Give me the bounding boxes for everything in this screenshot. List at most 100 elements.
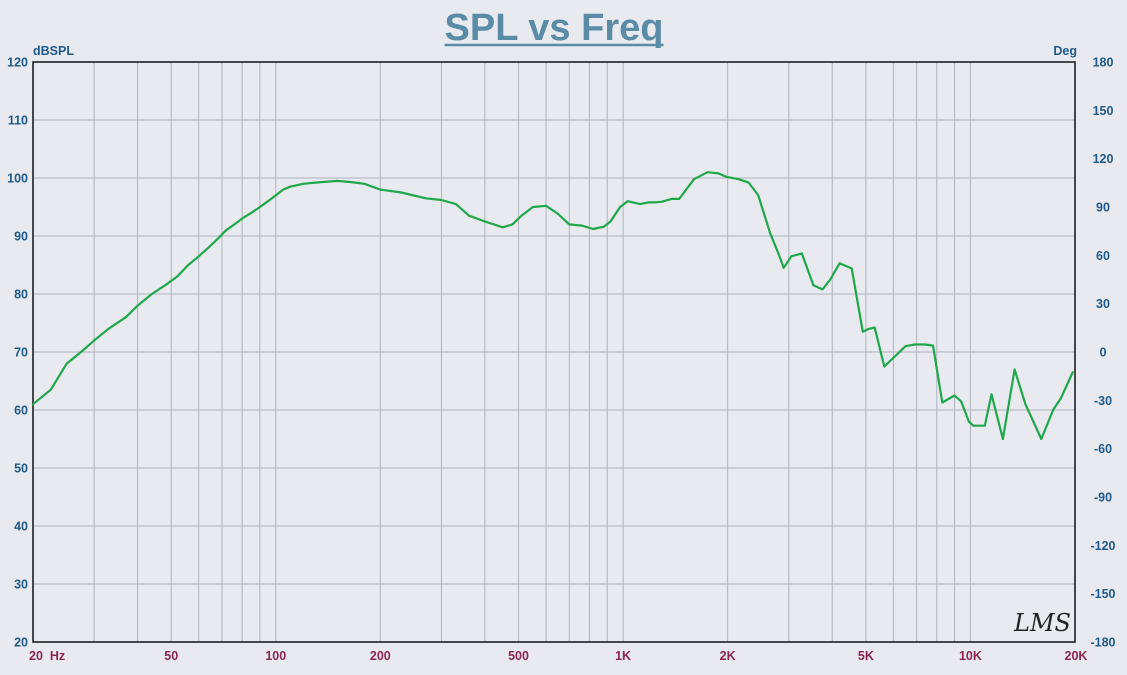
x-tick-label: 1K [615, 649, 631, 663]
data-point [136, 304, 139, 307]
y2-tick-label: 60 [1096, 249, 1110, 263]
data-point [501, 226, 504, 229]
data-point [639, 203, 642, 206]
x-tick-label: 2K [720, 649, 736, 663]
data-point [868, 327, 870, 330]
data-point [892, 356, 895, 359]
y-tick-label: 90 [14, 230, 28, 244]
x-tick-label: 50 [164, 649, 178, 663]
data-point [647, 201, 649, 204]
data-point [769, 232, 771, 235]
data-point [520, 214, 523, 217]
data-point [800, 252, 803, 255]
data-point [737, 178, 740, 181]
data-point [670, 198, 673, 200]
series-group [31, 171, 1074, 441]
y-tick-label: 40 [14, 520, 28, 534]
data-point [932, 344, 934, 347]
plot-frame [32, 61, 1076, 643]
data-point [960, 400, 962, 403]
data-point [619, 206, 621, 208]
data-point [678, 198, 681, 200]
data-point [777, 252, 780, 255]
data-point [557, 213, 559, 215]
data-point [350, 181, 353, 184]
data-point [747, 181, 750, 184]
y2-tick-label: 0 [1100, 346, 1107, 360]
data-point [838, 262, 841, 265]
data-point [379, 188, 382, 191]
data-point [1013, 368, 1016, 371]
data-point [953, 394, 956, 397]
data-point [424, 197, 427, 200]
x-tick-label: 100 [265, 649, 286, 663]
data-point [484, 220, 486, 223]
lms-watermark: LMS [1013, 609, 1071, 637]
data-point [757, 194, 760, 197]
data-point [225, 229, 228, 232]
y-axis-ticks: 20 30 40 50 60 70 80 90 100 110 120 [7, 56, 28, 650]
data-point [850, 267, 853, 270]
data-point [568, 223, 571, 226]
y2-tick-label: 150 [1093, 104, 1114, 118]
data-point [873, 326, 876, 329]
data-point [274, 194, 277, 197]
y2-tick-label: -150 [1090, 587, 1115, 601]
data-point [302, 182, 305, 185]
data-point [968, 420, 970, 423]
y2-tick-label: 90 [1096, 201, 1110, 215]
y2-tick-label: -30 [1094, 394, 1112, 408]
y2-tick-label: 120 [1093, 152, 1114, 166]
x-tick-label: 20 Hz [29, 649, 65, 663]
data-point [782, 267, 785, 269]
data-point [511, 223, 514, 226]
data-point [282, 188, 284, 191]
y2-tick-label: -120 [1090, 539, 1115, 553]
data-point [706, 171, 709, 174]
data-point [187, 264, 190, 266]
data-point [124, 316, 127, 319]
data-point [812, 284, 815, 287]
y-tick-label: 20 [14, 636, 28, 650]
y-tick-label: 70 [14, 346, 28, 360]
data-point [197, 255, 200, 258]
data-point [363, 182, 366, 185]
data-point [1059, 397, 1062, 400]
y-tick-label: 30 [14, 578, 28, 592]
data-point [821, 288, 824, 291]
data-point [983, 424, 986, 427]
y2-tick-label: 30 [1096, 297, 1110, 311]
data-point [164, 284, 167, 287]
data-point [1024, 403, 1027, 406]
data-point [592, 228, 595, 230]
data-point [80, 351, 82, 353]
data-point [924, 343, 926, 346]
y2-tick-label: 180 [1093, 56, 1114, 70]
data-point [455, 203, 457, 206]
data-point [93, 339, 96, 342]
data-point [1040, 438, 1043, 440]
data-point [626, 200, 629, 203]
data-point [176, 275, 179, 278]
y2-tick-label: -60 [1094, 442, 1112, 456]
y2-axis-ticks: -180 -150 -120 -90 -60 -30 0 30 60 90 120 150 180 [1090, 56, 1115, 650]
data-point [151, 293, 153, 295]
data-point [904, 345, 907, 348]
y-tick-label: 100 [7, 172, 28, 186]
data-point [1052, 409, 1054, 411]
data-point [580, 224, 583, 227]
x-tick-label: 10K [959, 649, 982, 663]
x-axis-ticks: 20 Hz 50 100 200 500 1K 2K 5K 10K 20K [29, 649, 1087, 663]
data-point [653, 201, 656, 204]
data-point [717, 172, 720, 175]
data-point [207, 246, 210, 249]
y-tick-label: 120 [7, 56, 28, 70]
data-point [314, 181, 317, 184]
data-point [468, 214, 470, 217]
data-point [32, 403, 34, 406]
y-axis-label: dBSPL [33, 44, 74, 58]
x-tick-label: 20K [1065, 649, 1088, 663]
data-point [65, 362, 68, 365]
data-point [1002, 438, 1004, 440]
data-point [49, 388, 52, 391]
